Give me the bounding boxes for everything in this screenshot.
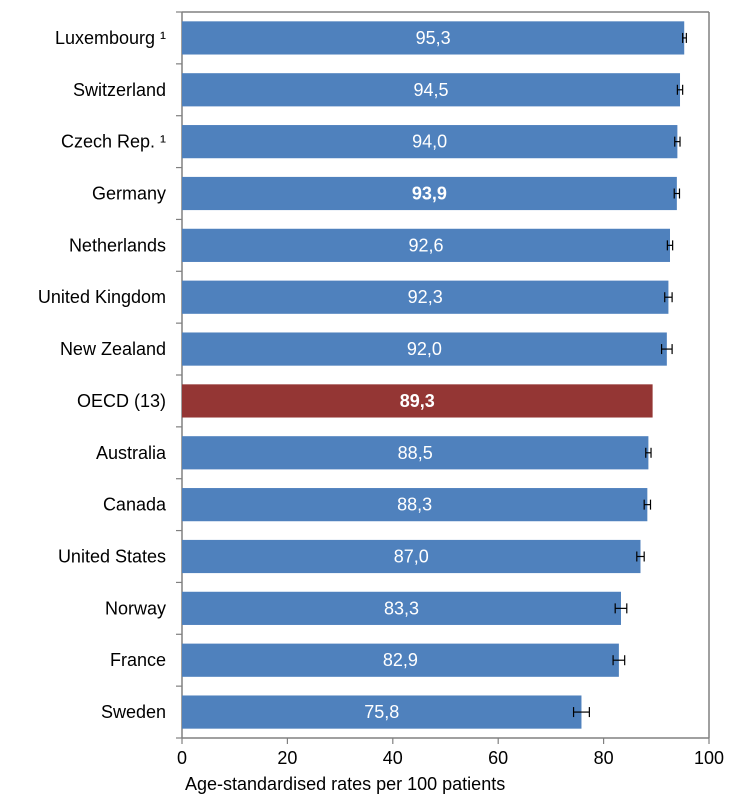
bar — [182, 73, 681, 107]
data-label: 94,0 — [412, 132, 447, 152]
category-label: United States — [58, 547, 166, 567]
error-bar — [682, 32, 687, 43]
data-label: 87,0 — [394, 547, 429, 567]
x-tick-label: 80 — [594, 748, 614, 768]
category-label: OECD (13) — [77, 391, 166, 411]
data-label: 88,5 — [398, 443, 433, 463]
data-label: 83,3 — [384, 598, 419, 618]
category-label: Netherlands — [69, 235, 166, 255]
bar — [182, 125, 678, 159]
bar — [182, 591, 621, 625]
bar — [182, 21, 685, 55]
data-label: 92,0 — [407, 339, 442, 359]
category-label: Australia — [96, 443, 167, 463]
error-bar — [636, 551, 645, 562]
data-label: 92,6 — [408, 235, 443, 255]
data-label: 95,3 — [416, 28, 451, 48]
bar — [182, 488, 648, 522]
category-label: New Zealand — [60, 339, 166, 359]
category-label: Norway — [105, 598, 166, 618]
data-label: 94,5 — [413, 80, 448, 100]
data-label: 88,3 — [397, 495, 432, 515]
error-bar — [572, 707, 590, 718]
bar — [182, 280, 669, 314]
x-tick-label: 0 — [177, 748, 187, 768]
category-label: Czech Rep. ¹ — [61, 132, 166, 152]
category-label: France — [110, 650, 166, 670]
error-bar — [645, 447, 652, 458]
error-bar — [673, 188, 681, 199]
error-bar — [666, 240, 674, 251]
category-label: Luxembourg ¹ — [55, 28, 166, 48]
bar — [182, 176, 677, 211]
x-tick-label: 100 — [694, 748, 724, 768]
error-bar — [664, 292, 673, 303]
x-axis-title: Age-standardised rates per 100 patients — [185, 774, 505, 794]
category-label: United Kingdom — [38, 287, 166, 307]
category-label: Sweden — [101, 702, 166, 722]
bar — [182, 332, 667, 366]
error-bar — [643, 499, 652, 510]
bar — [182, 384, 653, 418]
x-tick-label: 40 — [383, 748, 403, 768]
bar — [182, 436, 649, 470]
data-label: 89,3 — [400, 391, 435, 411]
error-bar — [612, 655, 626, 666]
error-bar — [674, 136, 681, 147]
bar — [182, 643, 619, 677]
error-bar — [660, 344, 673, 355]
data-label: 93,9 — [412, 184, 447, 204]
category-label: Canada — [103, 495, 167, 515]
category-label: Switzerland — [73, 80, 166, 100]
category-label: Germany — [92, 184, 166, 204]
data-label: 92,3 — [408, 287, 443, 307]
data-label: 75,8 — [364, 702, 399, 722]
x-tick-label: 20 — [277, 748, 297, 768]
error-bar — [614, 603, 628, 614]
data-label: 82,9 — [383, 650, 418, 670]
bar — [182, 228, 671, 262]
x-tick-label: 60 — [488, 748, 508, 768]
bar — [182, 539, 641, 574]
bar — [182, 695, 582, 729]
error-bar — [676, 84, 684, 95]
